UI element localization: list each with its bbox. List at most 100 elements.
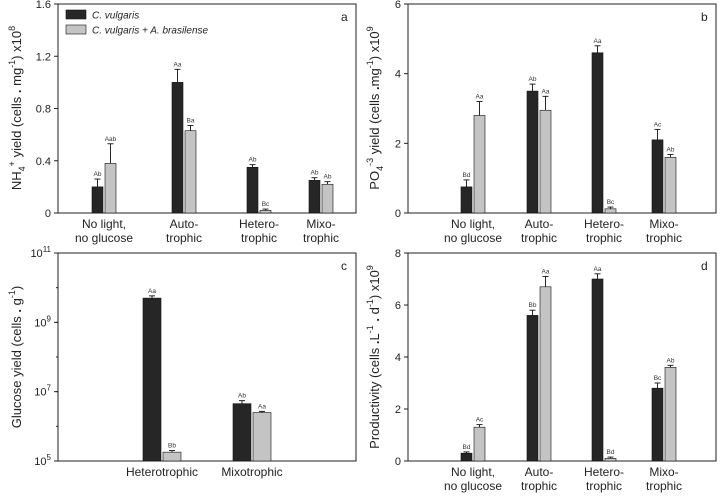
y-axis-title-d-part2: L: [367, 333, 382, 340]
significance-label-a-0-s2: Aab: [105, 136, 117, 143]
y-tick-label-b-1: 2: [395, 138, 401, 150]
bar-b-2-s2: [604, 208, 617, 214]
significance-label-a-1-s1: Aa: [174, 61, 182, 68]
category-label-a-3: Mixo-trophic: [303, 217, 339, 245]
y-axis-title-d-sup2: -1: [365, 299, 375, 307]
y-axis-title-a-dot: .: [9, 90, 24, 94]
panel-b: b PO4-3 yield (cells .mg-1) x109 0246No …: [365, 0, 717, 245]
significance-label-c-0-s1: Aa: [148, 288, 156, 295]
y-tick-label-a-3: 1.2: [36, 51, 51, 63]
y-axis-title-c: Glucose yield (cells . g-1): [7, 286, 24, 428]
plot-frame-b: [407, 3, 717, 214]
y-axis-title-d-dot1: .: [367, 340, 382, 344]
bar-b-1-s2: [539, 109, 552, 214]
y-axis-title-c-part3: ): [9, 286, 24, 290]
y-tick-label-d-0: 0: [395, 456, 401, 468]
legend-label-1: C. vulgaris: [92, 11, 139, 22]
y-axis-title-a-part4: ) x10: [9, 31, 24, 60]
y-tick-label-b-3: 6: [395, 0, 401, 11]
bar-d-0-s1: [460, 452, 473, 462]
panel-letter-a: a: [341, 10, 348, 24]
y-axis-title-c-dot: .: [9, 309, 24, 313]
y-tick-label-d-2: 4: [395, 352, 401, 364]
significance-label-a-1-s2: Ba: [187, 117, 195, 124]
category-label-b-1: Auto-trophic: [521, 217, 557, 245]
y-axis-title-c-part1: Glucose yield (cells: [9, 313, 24, 429]
y-axis-title-b-part3: mg: [367, 68, 382, 86]
category-label-d-1: Auto-trophic: [521, 465, 557, 493]
y-axis-title-b: PO4-3 yield (cells .mg-1) x109: [365, 26, 385, 189]
bar-a-0-s1: [91, 186, 104, 214]
y-axis-title-d-sup3: 9: [365, 265, 375, 270]
significance-label-b-3-s1: Ac: [654, 121, 662, 128]
bar-a-1-s2: [184, 130, 197, 214]
significance-label-a-2-s1: Ab: [249, 157, 257, 164]
svg-text:PO4-3 yield (cells .mg-1) x109: PO4-3 yield (cells .mg-1) x109: [365, 26, 385, 189]
significance-label-c-1-s1: Ab: [238, 393, 246, 400]
bar-d-1-s1: [526, 315, 539, 462]
y-axis-title-a-sup: +: [7, 161, 17, 166]
bar-d-1-s2: [539, 286, 552, 462]
significance-label-b-2-s1: Aa: [594, 38, 602, 45]
panel-letter-d: d: [701, 259, 708, 273]
panel-a: a C. vulgaris C. vulgaris + A. brasilens…: [7, 0, 357, 245]
y-tick-label-c-1: 107: [34, 384, 51, 399]
bar-a-0-s2: [104, 163, 117, 214]
y-tick-label-a-1: 0.4: [36, 156, 51, 168]
y-axis-title-d-dot2: .: [367, 318, 382, 322]
y-axis-title-d-sup1: -1: [365, 325, 375, 333]
y-tick-label-d-3: 6: [395, 300, 401, 312]
y-axis-title-d-part4: d: [367, 307, 382, 318]
panel-c: c Glucose yield (cells . g-1) 105 107 109 1…: [7, 245, 357, 479]
y-axis-title-b-part4: ) x10: [367, 31, 382, 60]
y-tick-label-c-2: 109: [34, 314, 51, 329]
significance-label-d-0-s2: Ac: [476, 417, 484, 424]
y-axis-title-a-sup2: -1: [7, 60, 17, 68]
y-axis-title-a-part1: NH: [9, 171, 24, 190]
y-tick-label-c-3: 1011: [30, 245, 51, 260]
bar-d-3-s2: [664, 367, 677, 462]
significance-label-d-2-s1: Aa: [594, 266, 602, 273]
panel-letter-c: c: [341, 259, 347, 273]
y-axis-title-b-part2: yield (cells: [367, 90, 382, 158]
significance-label-b-0-s1: Bd: [463, 172, 471, 179]
y-axis-title-b-sup3: 9: [365, 26, 375, 31]
bar-b-0-s2: [473, 115, 486, 214]
y-axis-title-b-part1: PO: [367, 171, 382, 190]
y-axis-title-d-part1: Productivity (cells: [367, 344, 382, 449]
plot-frame-c: [57, 252, 357, 462]
significance-label-b-0-s2: Aa: [476, 94, 484, 101]
y-axis-title-b-sup2: -1: [365, 60, 375, 68]
y-axis-title-b-sub: 4: [375, 166, 385, 171]
significance-label-d-3-s1: Bc: [654, 375, 662, 382]
y-axis-title-a-part2: yield (cells: [9, 93, 24, 161]
svg-text:Glucose yield (cells . g-1): Glucose yield (cells . g-1): [7, 286, 24, 428]
category-label-a-1: Auto-trophic: [166, 217, 202, 245]
y-axis-title-b-dot: .: [367, 86, 382, 90]
legend-swatch-2: [65, 24, 87, 35]
bar-d-0-s2: [473, 426, 486, 462]
bar-a-3-s2: [321, 183, 334, 214]
bar-b-3-s1: [651, 139, 664, 214]
bar-c-0-s2: [162, 451, 182, 462]
panel-letter-b: b: [701, 10, 708, 24]
category-label-d-0: No light, no glucose: [444, 465, 502, 493]
bar-b-1-s1: [526, 90, 539, 214]
y-axis-title-a-sub: 4: [17, 166, 27, 171]
y-axis-title-d: Productivity (cells .L-1 . d-1) x109: [365, 265, 382, 449]
y-axis-title-d-part5: ) x10: [367, 270, 382, 299]
legend: C. vulgaris C. vulgaris + A. brasilense: [65, 9, 209, 37]
significance-label-c-0-s2: Bb: [168, 443, 176, 450]
y-axis-title-a-sup3: 8: [7, 26, 17, 31]
bar-d-2-s1: [591, 278, 604, 462]
significance-label-b-1-s2: Aa: [542, 88, 550, 95]
category-label-d-3: Mixo-trophic: [646, 465, 682, 493]
significance-label-d-1-s1: Bb: [529, 302, 537, 309]
significance-label-b-3-s2: Ab: [667, 146, 675, 153]
bar-a-1-s1: [171, 82, 184, 214]
category-label-d-2: Hetero-trophic: [584, 465, 624, 493]
bar-b-0-s1: [460, 186, 473, 214]
y-axis-title-c-sup: -1: [7, 290, 17, 298]
bar-a-2-s1: [246, 166, 259, 214]
